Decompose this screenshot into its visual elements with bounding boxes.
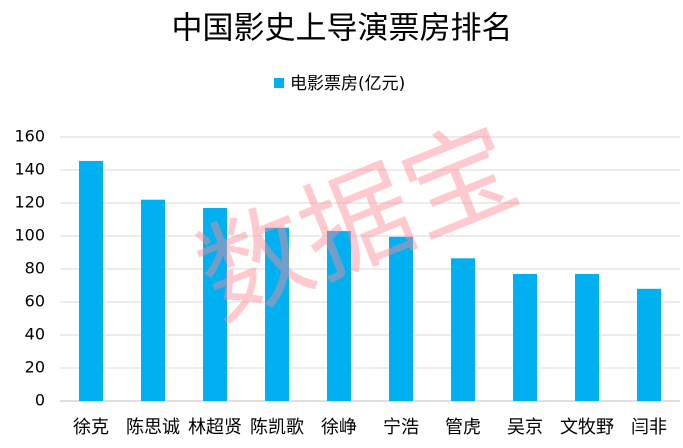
watermark: 数据宝: [180, 102, 534, 344]
y-tick-label: 100: [14, 226, 45, 245]
legend-swatch: [274, 78, 284, 88]
x-tick-label: 吴京: [507, 417, 543, 438]
bar: [451, 258, 475, 401]
y-tick-label: 160: [14, 127, 45, 146]
plot: 0 20 40 60 80 100 120 140 160 电影票房(亿元) 徐克 陈思诚 林超贤 陈凯歌…: [14, 74, 680, 438]
y-tick-label: 0: [35, 391, 45, 410]
x-tick-label: 徐克: [73, 417, 109, 438]
bar: [141, 199, 165, 401]
bar: [513, 273, 537, 401]
legend-label: 电影票房(亿元): [290, 74, 405, 94]
bar: [79, 160, 103, 401]
x-tick-label: 林超贤: [188, 417, 242, 438]
y-tick-label: 80: [25, 259, 45, 278]
bar: [265, 227, 289, 401]
y-tick-label: 120: [14, 193, 45, 212]
x-tick-label: 陈凯歌: [250, 417, 304, 438]
chart-title: 中国影史上导演票房排名: [172, 11, 513, 47]
bar: [637, 288, 661, 401]
bar: [327, 231, 351, 401]
x-tick-label: 徐峥: [321, 417, 357, 438]
x-tick-label: 管虎: [445, 417, 481, 438]
x-tick-label: 闫非: [631, 417, 667, 438]
bar: [203, 207, 227, 401]
y-tick-label: 140: [14, 160, 45, 179]
x-tick-label: 陈思诚: [126, 417, 180, 438]
y-tick-label: 60: [25, 292, 45, 311]
y-tick-label: 40: [25, 325, 45, 344]
bar: [389, 236, 413, 401]
bar: [575, 273, 599, 401]
y-tick-label: 20: [25, 358, 45, 377]
x-tick-label: 宁浩: [383, 417, 419, 438]
x-tick-label: 文牧野: [560, 417, 614, 438]
